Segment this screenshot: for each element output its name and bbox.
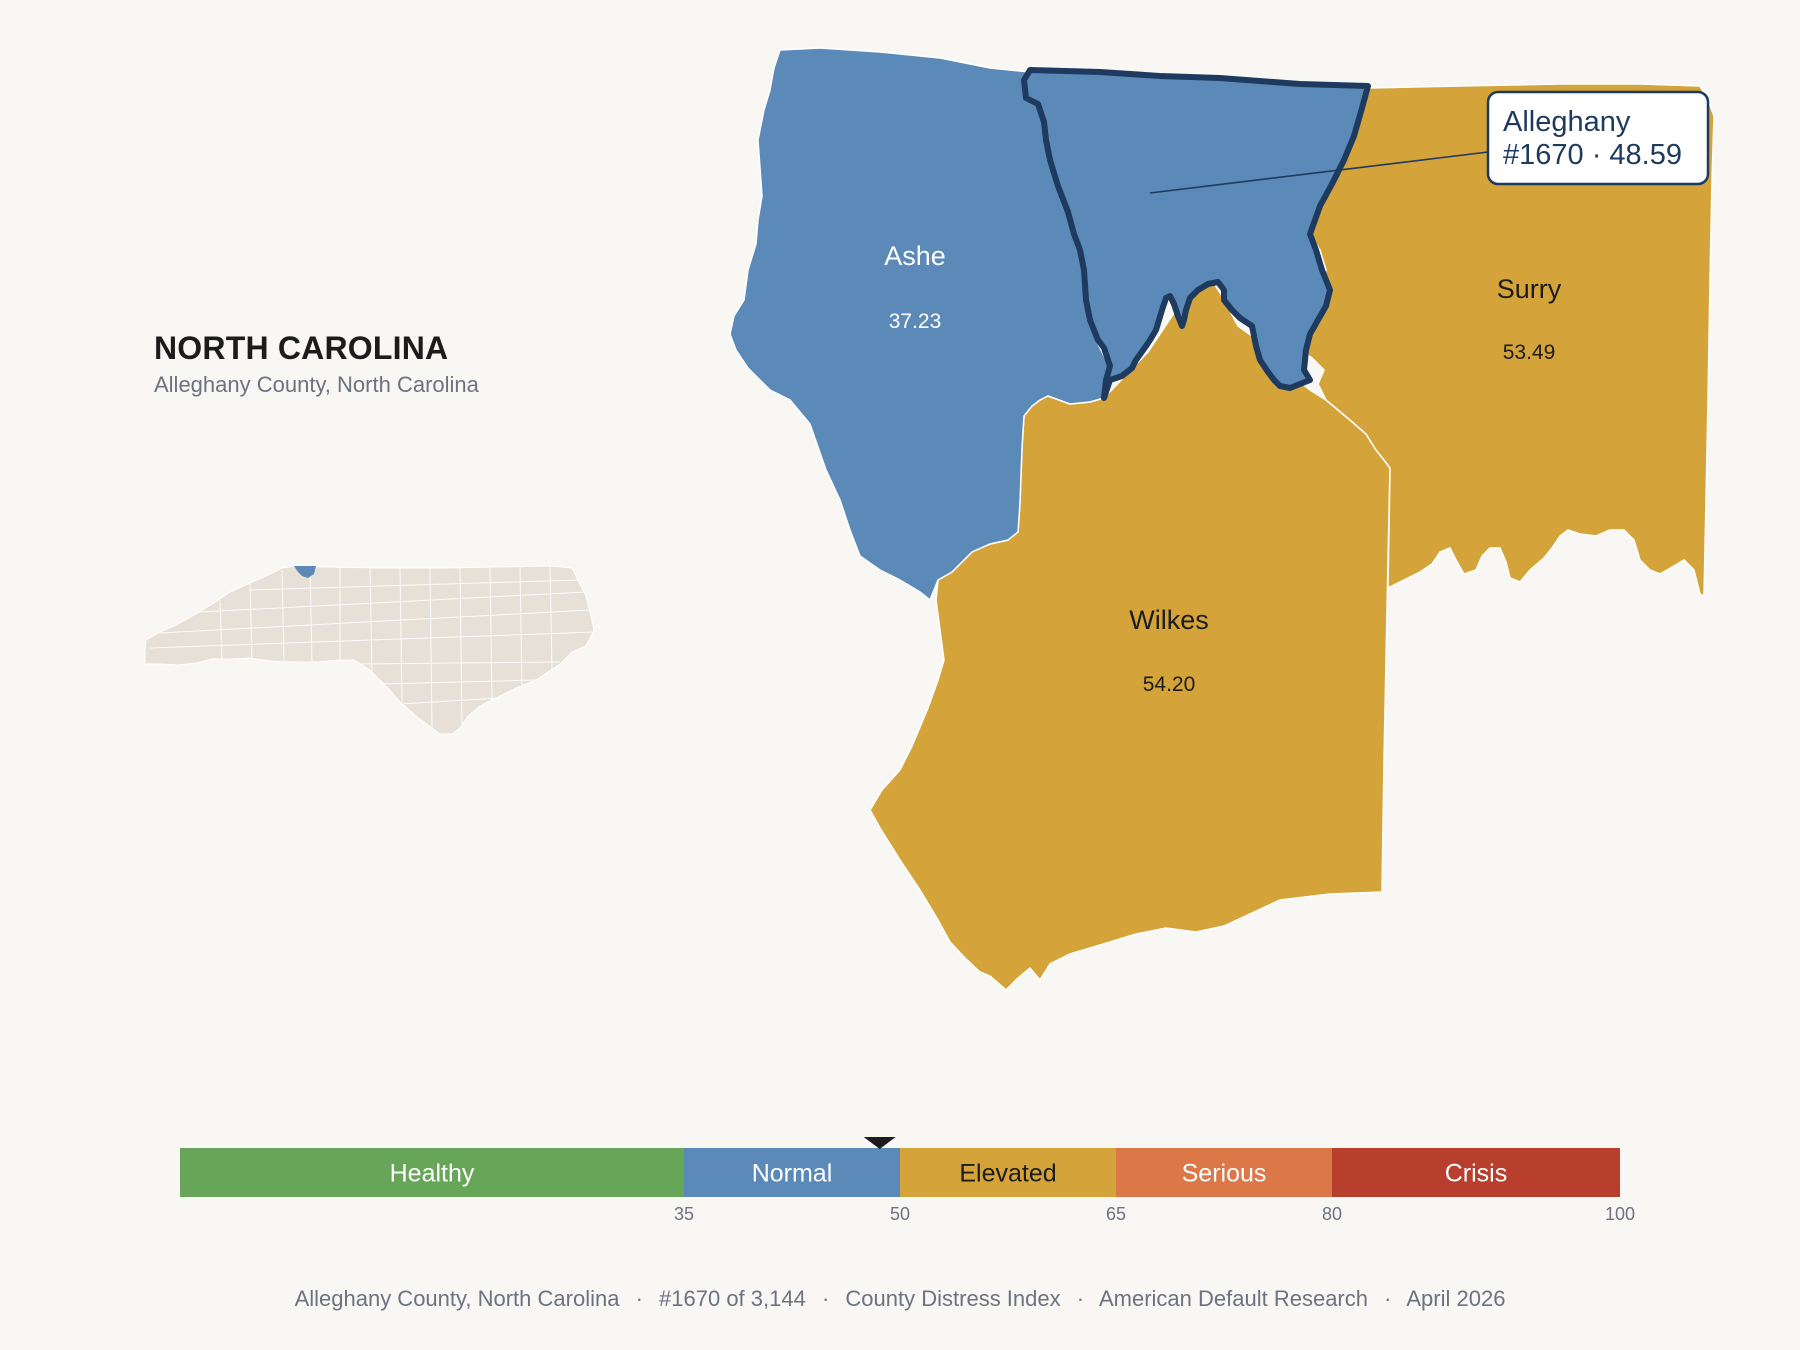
- inset-alleghany-highlight: [294, 566, 316, 578]
- callout-rank-score: #1670 · 48.59: [1503, 139, 1682, 171]
- county-labels: Ashe 37.23 Surry 53.49 Wilkes 54.20: [884, 241, 1562, 696]
- legend-segment-normal: [684, 1148, 900, 1197]
- county-value-surry: 53.49: [1503, 341, 1556, 364]
- county-label-surry: Surry: [1497, 274, 1562, 304]
- callout-box: [1486, 90, 1710, 186]
- inset-county-lines: [149, 565, 595, 729]
- footer-separator: ·: [821, 1286, 830, 1311]
- legend-segment-serious: [1116, 1148, 1332, 1197]
- legend-segment-elevated: [900, 1148, 1116, 1197]
- footer-county: Alleghany County, North Carolina: [294, 1286, 620, 1311]
- callout-leader-line: [1149, 151, 1489, 194]
- legend-ticks: 35 50 65 80 100: [674, 1204, 1635, 1224]
- state-locator-inset: [144, 565, 595, 735]
- legend-label-normal: Normal: [752, 1160, 833, 1188]
- county-alleghany[interactable]: [1021, 67, 1371, 401]
- county-value-ashe: 37.23: [889, 310, 942, 333]
- county-value-wilkes: 54.20: [1143, 673, 1196, 696]
- highlight-callout: Alleghany #1670 · 48.59: [1149, 90, 1710, 194]
- legend-label-serious: Serious: [1182, 1160, 1267, 1188]
- legend-segments: Healthy Normal Elevated Serious Crisis: [180, 1148, 1620, 1197]
- footer-rank: #1670 of 3,144: [659, 1286, 806, 1311]
- footer-publisher: American Default Research: [1098, 1286, 1368, 1311]
- county-subtitle: Alleghany County, North Carolina: [154, 372, 479, 397]
- state-title: NORTH CAROLINA: [154, 330, 449, 366]
- footer-date: April 2026: [1406, 1286, 1506, 1311]
- legend-label-crisis: Crisis: [1445, 1160, 1508, 1188]
- callout-county-name: Alleghany: [1503, 106, 1631, 138]
- footer-separator: ·: [1384, 1286, 1392, 1311]
- county-label-wilkes: Wilkes: [1129, 605, 1209, 635]
- legend-segment-healthy: [180, 1148, 684, 1197]
- north-carolina-outline: [144, 565, 595, 735]
- distress-legend: Healthy Normal Elevated Serious Crisis 35 50 6…: [180, 1137, 1635, 1224]
- footer-separator: ·: [1076, 1286, 1085, 1311]
- legend-label-healthy: Healthy: [390, 1160, 475, 1188]
- legend-tick-100: 100: [1605, 1204, 1635, 1224]
- legend-tick-80: 80: [1322, 1204, 1342, 1224]
- legend-marker: [863, 1137, 896, 1149]
- legend-tick-65: 65: [1106, 1204, 1126, 1224]
- footer-index-name: County Distress Index: [845, 1286, 1061, 1311]
- county-label-ashe: Ashe: [884, 241, 946, 271]
- counties: [729, 47, 1715, 992]
- footer-separator: ·: [635, 1286, 643, 1311]
- footer-credit: Alleghany County, North Carolina · #1670…: [0, 1286, 1800, 1312]
- legend-label-elevated: Elevated: [959, 1160, 1056, 1188]
- legend-tick-35: 35: [674, 1204, 694, 1224]
- legend-tick-50: 50: [890, 1204, 910, 1224]
- legend-segment-crisis: [1332, 1148, 1620, 1197]
